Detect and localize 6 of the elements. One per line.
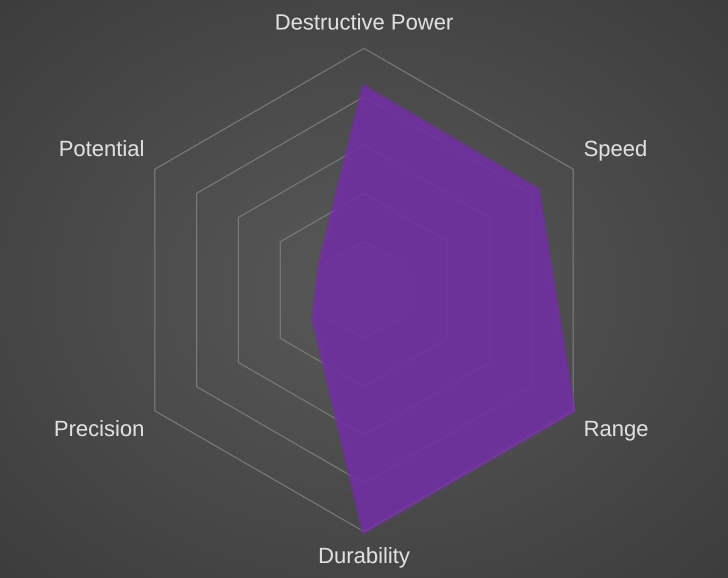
spoke-label: Precision [54, 416, 144, 442]
spoke-label: Potential [58, 136, 144, 162]
spoke-label: Destructive Power [274, 9, 454, 34]
spoke-label: Durability [318, 542, 410, 568]
spoke-label: Range [584, 416, 648, 442]
spoke-label: Speed [584, 136, 648, 162]
